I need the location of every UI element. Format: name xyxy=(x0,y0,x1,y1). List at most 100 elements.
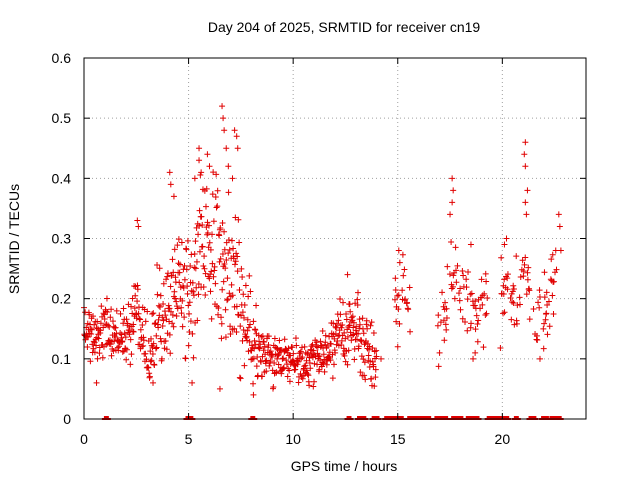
data-point xyxy=(196,222,203,229)
data-point xyxy=(265,333,272,340)
data-point xyxy=(200,262,207,269)
data-point xyxy=(314,344,321,351)
data-point xyxy=(521,261,528,268)
data-point xyxy=(274,355,281,362)
data-point xyxy=(221,261,228,268)
data-point xyxy=(95,335,102,342)
data-point xyxy=(184,290,191,297)
data-point xyxy=(553,266,560,273)
data-point xyxy=(199,243,206,250)
data-point xyxy=(353,323,360,330)
data-point xyxy=(540,345,547,352)
data-point xyxy=(464,296,471,303)
data-point xyxy=(195,231,202,238)
data-point xyxy=(475,317,482,324)
data-point xyxy=(198,213,205,220)
peak-point xyxy=(198,169,205,176)
data-point xyxy=(536,304,543,311)
data-point xyxy=(250,318,257,325)
data-point xyxy=(293,342,300,349)
data-point xyxy=(207,288,214,295)
data-point xyxy=(550,310,557,317)
data-point xyxy=(345,323,352,330)
data-point xyxy=(407,328,414,335)
data-point xyxy=(508,290,515,297)
data-point xyxy=(316,366,323,373)
data-point xyxy=(252,326,259,333)
data-point xyxy=(327,340,334,347)
peak-point xyxy=(167,181,174,188)
data-point xyxy=(340,345,347,352)
data-point xyxy=(234,268,241,275)
data-point xyxy=(370,330,377,337)
data-point xyxy=(406,284,413,291)
data-point xyxy=(338,342,345,349)
data-point xyxy=(373,353,380,360)
data-point xyxy=(201,253,208,260)
data-point xyxy=(105,322,112,329)
data-point xyxy=(157,303,164,310)
data-point xyxy=(279,355,286,362)
data-point xyxy=(484,294,491,301)
data-point xyxy=(444,263,451,270)
data-point xyxy=(443,305,450,312)
data-point xyxy=(541,320,548,327)
data-point xyxy=(241,314,248,321)
data-point xyxy=(178,239,185,246)
data-point xyxy=(341,352,348,359)
data-point xyxy=(146,373,153,380)
data-point xyxy=(546,323,553,330)
data-point xyxy=(97,327,104,334)
data-point xyxy=(361,359,368,366)
data-point xyxy=(295,358,302,365)
data-point xyxy=(136,315,143,322)
data-point xyxy=(163,276,170,283)
data-point xyxy=(85,333,92,340)
peak-point xyxy=(196,145,203,152)
data-point xyxy=(212,280,219,287)
data-point xyxy=(285,345,292,352)
peak-point xyxy=(522,199,529,206)
data-point xyxy=(330,361,337,368)
data-point xyxy=(187,263,194,270)
data-point xyxy=(131,305,138,312)
data-point xyxy=(348,337,355,344)
data-point xyxy=(213,204,220,211)
peak-point xyxy=(447,211,454,218)
data-point xyxy=(504,271,511,278)
data-point xyxy=(271,360,278,367)
data-point xyxy=(365,352,372,359)
data-point xyxy=(84,343,91,350)
data-point xyxy=(452,244,459,251)
data-point xyxy=(224,297,231,304)
data-point xyxy=(322,339,329,346)
data-point xyxy=(392,287,399,294)
data-point xyxy=(253,363,260,370)
x-tick-label: 20 xyxy=(495,431,511,447)
data-point xyxy=(439,289,446,296)
data-point xyxy=(212,193,219,200)
data-point xyxy=(305,349,312,356)
y-axis-ticks: 0 0.1 0.2 0.3 0.4 0.5 0.6 xyxy=(52,50,586,427)
data-point xyxy=(498,254,505,261)
data-point xyxy=(344,361,351,368)
data-point xyxy=(462,318,469,325)
data-point xyxy=(226,246,233,253)
peak-point xyxy=(501,241,508,248)
data-point xyxy=(448,285,455,292)
peak-point xyxy=(191,175,198,182)
data-point xyxy=(121,330,128,337)
data-point xyxy=(210,273,217,280)
data-point xyxy=(303,357,310,364)
data-point xyxy=(524,276,531,283)
data-point xyxy=(170,323,177,330)
data-point xyxy=(478,276,485,283)
peak-point xyxy=(231,127,238,134)
data-point xyxy=(224,275,231,282)
data-point xyxy=(504,275,511,282)
data-point xyxy=(204,219,211,226)
data-point xyxy=(166,318,173,325)
data-point xyxy=(126,331,133,338)
data-point xyxy=(217,255,224,262)
data-point xyxy=(211,263,218,270)
